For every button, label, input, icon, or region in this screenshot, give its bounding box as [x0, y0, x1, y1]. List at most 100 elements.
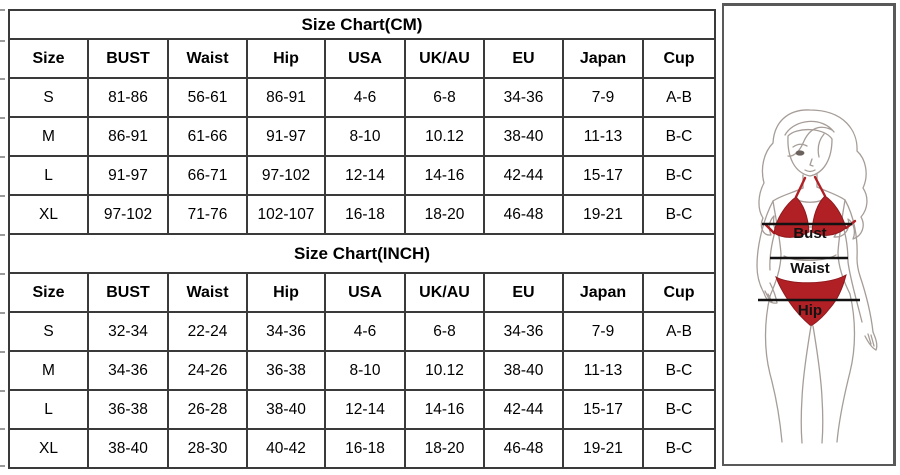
column-header: BUST	[87, 38, 169, 79]
value-cell: 34-36	[483, 77, 564, 118]
size-cell: S	[8, 311, 89, 352]
edge-tick	[0, 117, 5, 119]
column-header: Waist	[167, 38, 248, 79]
value-cell: B-C	[642, 428, 716, 469]
value-cell: 26-28	[167, 389, 248, 430]
value-cell: B-C	[642, 389, 716, 430]
column-header: EU	[483, 272, 564, 313]
value-cell: 11-13	[562, 116, 644, 157]
table-title-inch: Size Chart(INCH)	[8, 233, 716, 274]
value-cell: B-C	[642, 155, 716, 196]
bikini-strap-left	[794, 176, 807, 199]
value-cell: 97-102	[87, 194, 169, 235]
value-cell: 28-30	[167, 428, 248, 469]
right-hand	[864, 331, 878, 351]
value-cell: B-C	[642, 350, 716, 391]
table-title-cm: Size Chart(CM)	[8, 9, 716, 40]
edge-tick	[0, 312, 5, 314]
value-cell: 34-36	[87, 350, 169, 391]
size-cell: L	[8, 389, 89, 430]
eye-icon	[795, 150, 805, 156]
value-cell: 38-40	[87, 428, 169, 469]
mouth	[804, 169, 816, 173]
value-cell: 36-38	[87, 389, 169, 430]
value-cell: 32-34	[87, 311, 169, 352]
value-cell: 18-20	[404, 428, 485, 469]
edge-tick	[0, 40, 5, 42]
value-cell: 8-10	[324, 350, 406, 391]
header-row: Size BUST Waist Hip USA UK/AU EU Japan Cup	[8, 272, 716, 313]
size-cell: XL	[8, 194, 89, 235]
bikini-tie-left	[764, 223, 776, 235]
value-cell: 7-9	[562, 77, 644, 118]
value-cell: 42-44	[483, 389, 564, 430]
edge-tick	[0, 78, 5, 80]
value-cell: 6-8	[404, 77, 485, 118]
value-cell: A-B	[642, 77, 716, 118]
value-cell: 91-97	[246, 116, 326, 157]
table-row: L 36-38 26-28 38-40 12-14 14-16 42-44 15-17 B-C	[8, 389, 716, 430]
edge-tick	[0, 9, 5, 11]
table-title-row: Size Chart(INCH)	[8, 233, 716, 274]
legs	[764, 293, 856, 444]
value-cell: 86-91	[246, 77, 326, 118]
value-cell: 38-40	[483, 350, 564, 391]
value-cell: 34-36	[246, 311, 326, 352]
value-cell: 10.12	[404, 350, 485, 391]
value-cell: 12-14	[324, 389, 406, 430]
value-cell: 56-61	[167, 77, 248, 118]
value-cell: 38-40	[246, 389, 326, 430]
value-cell: 42-44	[483, 155, 564, 196]
table-row: S 81-86 56-61 86-91 4-6 6-8 34-36 7-9 A-B	[8, 77, 716, 118]
column-header: UK/AU	[404, 38, 485, 79]
bikini-strap-right	[813, 175, 827, 198]
value-cell: 14-16	[404, 389, 485, 430]
waist-label: Waist	[790, 260, 829, 277]
edge-tick	[0, 234, 5, 236]
value-cell: 19-21	[562, 194, 644, 235]
column-header: BUST	[87, 272, 169, 313]
value-cell: 46-48	[483, 428, 564, 469]
value-cell: 38-40	[483, 116, 564, 157]
edge-tick	[0, 195, 5, 197]
hip-label: Hip	[798, 302, 822, 319]
size-cell: XL	[8, 428, 89, 469]
value-cell: 4-6	[324, 311, 406, 352]
table-row: L 91-97 66-71 97-102 12-14 14-16 42-44 15-17 B-C	[8, 155, 716, 196]
table-title-row: Size Chart(CM)	[8, 9, 716, 40]
size-cell: M	[8, 350, 89, 391]
column-header: Japan	[562, 38, 644, 79]
column-header: EU	[483, 38, 564, 79]
column-header: Hip	[246, 38, 326, 79]
value-cell: 36-38	[246, 350, 326, 391]
value-cell: 71-76	[167, 194, 248, 235]
value-cell: B-C	[642, 194, 716, 235]
column-header: Cup	[642, 38, 716, 79]
bikini-top-left-cup	[773, 196, 810, 238]
size-cell: M	[8, 116, 89, 157]
column-header: Size	[8, 38, 89, 79]
value-cell: 11-13	[562, 350, 644, 391]
value-cell: 24-26	[167, 350, 248, 391]
hair-bangs	[784, 120, 835, 158]
table-row: XL 38-40 28-30 40-42 16-18 18-20 46-48 19-21 B-C	[8, 428, 716, 469]
header-row: Size BUST Waist Hip USA UK/AU EU Japan Cup	[8, 38, 716, 79]
value-cell: 16-18	[324, 428, 406, 469]
size-cell: L	[8, 155, 89, 196]
measurement-figure-illustration: Bust Waist Hip	[756, 109, 878, 444]
value-cell: 22-24	[167, 311, 248, 352]
column-header: Waist	[167, 272, 248, 313]
nose	[809, 158, 814, 167]
column-header: UK/AU	[404, 272, 485, 313]
edge-tick	[0, 351, 5, 353]
column-header: Cup	[642, 272, 716, 313]
table-row: XL 97-102 71-76 102-107 16-18 18-20 46-48 19-21…	[8, 194, 716, 235]
value-cell: 14-16	[404, 155, 485, 196]
value-cell: 91-97	[87, 155, 169, 196]
measurement-figure-box: Bust Waist Hip	[722, 3, 896, 466]
value-cell: 8-10	[324, 116, 406, 157]
value-cell: 18-20	[404, 194, 485, 235]
edge-tick	[0, 390, 5, 392]
size-chart-table: Size Chart(CM) Size BUST Waist Hip USA UK/AU EU…	[8, 9, 716, 469]
value-cell: 4-6	[324, 77, 406, 118]
